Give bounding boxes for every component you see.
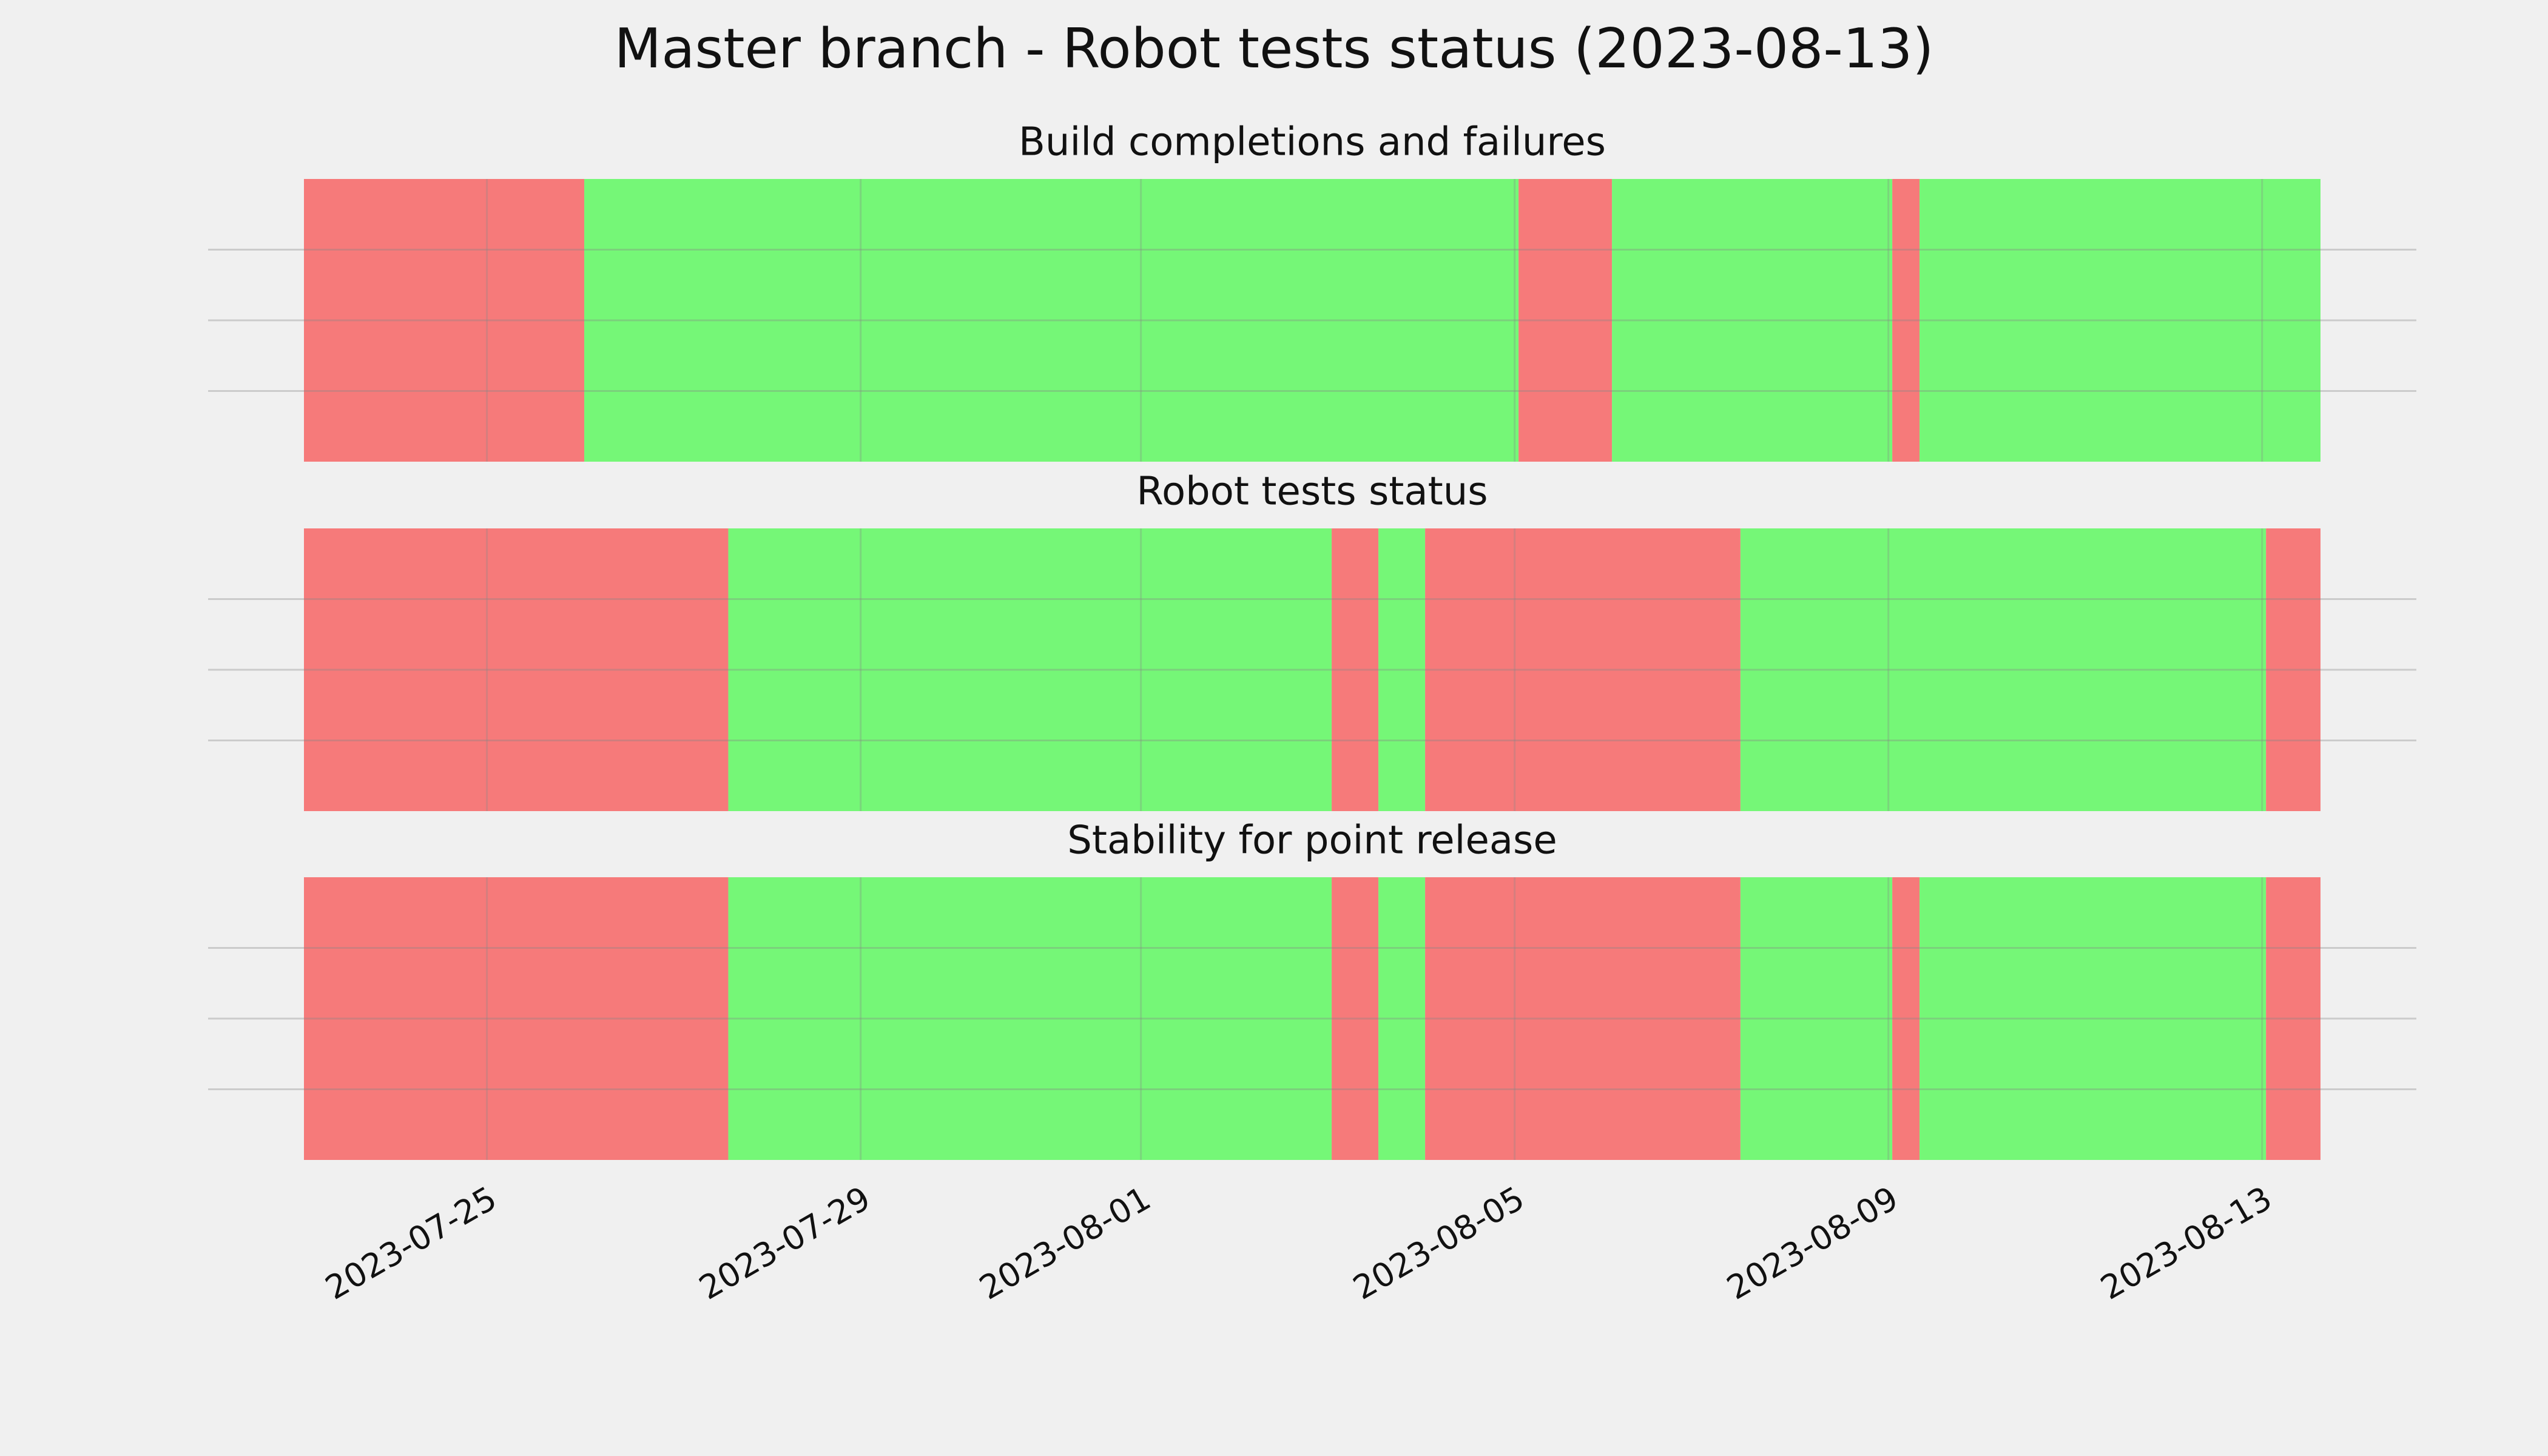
status-span [1740, 877, 1893, 1160]
status-span [1612, 179, 1893, 462]
panel-title: Robot tests status [1136, 470, 1488, 514]
status-span [1332, 528, 1379, 811]
status-span [728, 528, 1332, 811]
x-tick-label: 2023-08-01 [973, 1179, 1157, 1307]
x-tick-label: 2023-07-25 [319, 1179, 503, 1307]
status-span [1332, 877, 1379, 1160]
status-span [1892, 877, 1920, 1160]
x-tick-label: 2023-08-09 [1721, 1179, 1904, 1307]
status-span [304, 877, 729, 1160]
status-span [1919, 179, 2320, 462]
page-title: Master branch - Robot tests status (2023… [615, 17, 1934, 81]
status-span [1919, 877, 2267, 1160]
status-span [1892, 179, 1920, 462]
x-tick-label: 2023-08-05 [1347, 1179, 1531, 1307]
status-span [2266, 528, 2320, 811]
status-span [304, 528, 729, 811]
status-span [1518, 179, 1613, 462]
status-span [728, 877, 1332, 1160]
status-span [1740, 528, 2267, 811]
panel-title: Stability for point release [1067, 818, 1557, 863]
status-span [2266, 877, 2320, 1160]
status-span [304, 179, 585, 462]
status-span [1425, 877, 1741, 1160]
panel-title: Build completions and failures [1019, 120, 1606, 165]
status-span [584, 179, 1519, 462]
status-span [1378, 528, 1426, 811]
x-tick-label: 2023-07-29 [693, 1179, 877, 1307]
status-span [1378, 877, 1426, 1160]
status-span [1425, 528, 1741, 811]
x-tick-label: 2023-08-13 [2094, 1179, 2278, 1307]
